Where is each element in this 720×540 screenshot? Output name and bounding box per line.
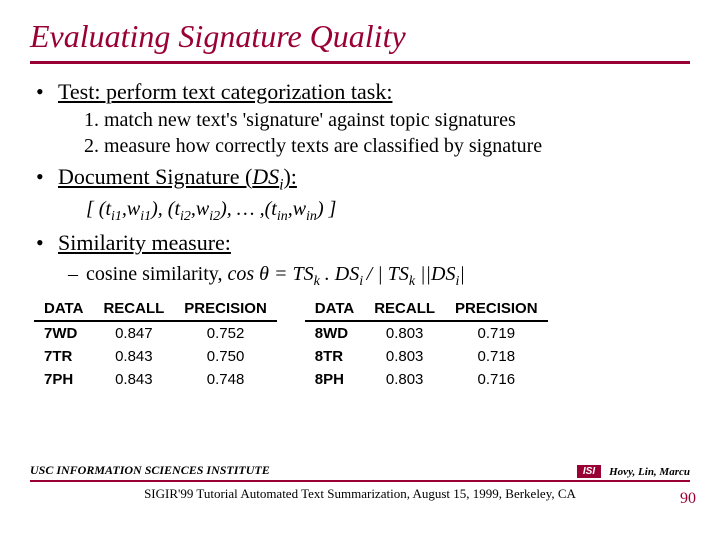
- isi-badge: ISI: [577, 465, 601, 478]
- footer: USC INFORMATION SCIENCES INSTITUTE ISI H…: [30, 463, 690, 502]
- th-recall: RECALL: [364, 297, 445, 321]
- footer-subtitle: SIGIR'99 Tutorial Automated Text Summari…: [30, 486, 690, 502]
- bullet-1-label: Test: perform text categorization task:: [58, 79, 392, 104]
- institute-label: USC INFORMATION SCIENCES INSTITUTE: [30, 463, 270, 478]
- table-right: DATA RECALL PRECISION 8WD0.8030.719 8TR0…: [305, 297, 548, 391]
- bullet-2: Document Signature (DSi):: [58, 163, 690, 195]
- bullet-3: Similarity measure:: [58, 229, 690, 257]
- footer-top: USC INFORMATION SCIENCES INSTITUTE ISI H…: [30, 463, 690, 478]
- slide-title: Evaluating Signature Quality: [30, 18, 690, 55]
- formula-ds: [ (ti1,wi1), (ti2,wi2), … ,(tin,win) ]: [30, 198, 690, 225]
- main-bullets-2: Similarity measure:: [30, 229, 690, 257]
- footer-right: ISI Hovy, Lin, Marcu: [577, 465, 690, 478]
- th-precision: PRECISION: [174, 297, 277, 321]
- table-left: DATA RECALL PRECISION 7WD0.8470.752 7TR0…: [34, 297, 277, 391]
- sub-1-1: 1. match new text's 'signature' against …: [84, 108, 690, 134]
- title-rule: [30, 61, 690, 64]
- table-row: 8TR0.8030.718: [305, 345, 548, 368]
- main-bullets: Test: perform text categorization task: …: [30, 78, 690, 195]
- similarity-dash: cosine similarity, cos θ = TSk . DSi / |…: [30, 261, 690, 291]
- page-number: 90: [680, 490, 696, 508]
- footer-rule: [30, 480, 690, 482]
- table-row: 7WD0.8470.752: [34, 321, 277, 345]
- table-row: 7TR0.8430.750: [34, 345, 277, 368]
- th-data: DATA: [34, 297, 93, 321]
- tables-row: DATA RECALL PRECISION 7WD0.8470.752 7TR0…: [30, 297, 690, 391]
- th-recall: RECALL: [93, 297, 174, 321]
- bullet-1-subs: 1. match new text's 'signature' against …: [58, 108, 690, 159]
- th-data: DATA: [305, 297, 364, 321]
- table-row: 8PH0.8030.716: [305, 368, 548, 391]
- table-row: 8WD0.8030.719: [305, 321, 548, 345]
- bullet-2-label: Document Signature (DSi):: [58, 164, 297, 189]
- authors-label: Hovy, Lin, Marcu: [609, 466, 690, 478]
- th-precision: PRECISION: [445, 297, 548, 321]
- table-row: 7PH0.8430.748: [34, 368, 277, 391]
- bullet-1: Test: perform text categorization task: …: [58, 78, 690, 159]
- bullet-3-label: Similarity measure:: [58, 230, 231, 255]
- sub-1-2: 2. measure how correctly texts are class…: [84, 134, 690, 160]
